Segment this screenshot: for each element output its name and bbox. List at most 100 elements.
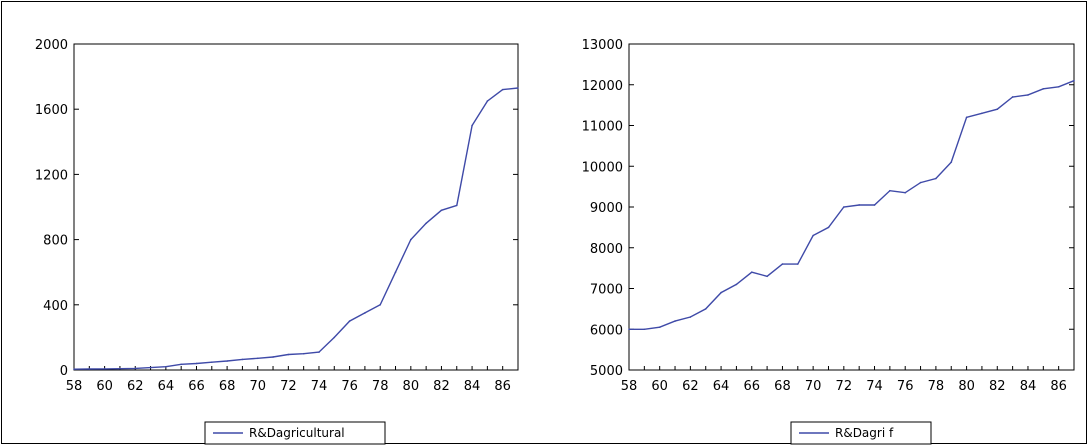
chart-1-y-tick-label: 2000 <box>35 38 68 53</box>
chart-2-data-point <box>781 263 784 265</box>
chart-2-data-point <box>843 206 845 208</box>
chart-1-series-line <box>73 87 519 370</box>
chart-1-plot-area <box>73 43 519 371</box>
chart-2-data-point <box>1011 96 1014 98</box>
chart-1-x-tick-label: 80 <box>403 379 420 394</box>
chart-2-data-point <box>1073 79 1075 82</box>
chart-2-x-tick-label: 64 <box>713 379 730 394</box>
chart-2-data-point <box>643 328 646 331</box>
chart-1-data-point <box>149 366 152 369</box>
chart-2-x-tick-label: 76 <box>897 379 914 394</box>
chart-1-x-tick-label: 68 <box>219 379 236 394</box>
chart-1-data-point <box>440 209 443 212</box>
chart-2-x-tick-label: 72 <box>836 379 853 394</box>
chart-2-y-tick-label: 10000 <box>582 160 623 175</box>
chart-2-x-tick-label: 58 <box>621 379 638 394</box>
chart-2-series-line <box>629 80 1075 330</box>
chart-1-x-tick-label: 60 <box>96 379 113 394</box>
chart-1-data-point <box>410 238 412 241</box>
chart-2-x-tick-label: 62 <box>682 379 699 394</box>
chart-1-data-point <box>425 222 427 225</box>
chart-2-data-point <box>812 234 814 237</box>
chart-2-x-tick-label: 60 <box>651 379 668 394</box>
chart-1-data-point <box>486 100 489 102</box>
chart-2-data-point <box>750 271 753 274</box>
chart-2-legend-label: R&Dagri f <box>835 426 894 440</box>
chart-2-data-point <box>796 263 799 265</box>
chart-1-x-tick-label: 72 <box>280 379 297 394</box>
chart-1-data-point <box>210 361 213 363</box>
chart-1-x-tick-label: 78 <box>372 379 389 394</box>
chart-1-x-tick-label: 58 <box>66 379 83 394</box>
chart-1-data-point <box>471 124 473 127</box>
chart-2-y-tick-label: 8000 <box>590 242 623 257</box>
chart-2-data-point <box>735 283 738 286</box>
chart-2-y-tick-label: 13000 <box>582 38 623 53</box>
chart-1-data-point <box>180 363 182 366</box>
chart-2-data-point <box>858 204 860 206</box>
chart-2-data-point <box>658 326 661 329</box>
chart-2-data-point <box>889 189 891 192</box>
chart-2-x-tick-label: 78 <box>928 379 945 394</box>
chart-2-x-tick-label: 82 <box>989 379 1006 394</box>
chart-1-data-point <box>501 88 504 91</box>
chart-1-x-tick-label: 82 <box>433 379 450 394</box>
chart-2-data-point <box>919 181 922 184</box>
chart-1-x-tick-label: 70 <box>249 379 266 394</box>
chart-2-y-tick-label: 5000 <box>590 364 623 379</box>
chart-1-data-point <box>379 304 382 306</box>
chart-1-data-point <box>195 362 198 365</box>
chart-2-x-tick-label: 70 <box>805 379 822 394</box>
chart-2-y-tick-label: 6000 <box>590 323 623 338</box>
chart-2-x-tick-label: 68 <box>774 379 791 394</box>
chart-2-x-tick-label: 74 <box>866 379 883 394</box>
chart-1-y-tick-label: 0 <box>60 364 68 379</box>
chart-2-data-point <box>873 204 876 206</box>
chart-2-data-point <box>704 308 707 310</box>
chart-2-data-point <box>981 112 983 115</box>
chart-2-y-tick-label: 11000 <box>582 120 623 135</box>
chart-2-plot-area <box>628 43 1075 371</box>
chart-1-x-tick-label: 62 <box>127 379 144 394</box>
chart-1-legend-box <box>204 421 386 445</box>
chart-1-data-point <box>302 352 305 355</box>
chart-1-x-tick-label: 86 <box>494 379 511 394</box>
chart-2-data-point <box>1057 85 1060 88</box>
chart-2-x-tick-label: 80 <box>958 379 975 394</box>
chart-1-data-point <box>88 368 91 370</box>
chart-2-data-point <box>674 320 676 322</box>
chart-2-data-point <box>904 191 907 194</box>
chart-1-x-tick-label: 64 <box>158 379 175 394</box>
chart-1-data-point <box>119 367 121 370</box>
chart-1-data-point <box>73 368 75 370</box>
chart-2-x-tick-label: 66 <box>743 379 760 394</box>
chart-1-data-point <box>318 351 320 353</box>
chart-1-y-tick-label: 400 <box>43 299 68 314</box>
chart-1-data-point <box>165 365 167 368</box>
chart-1-data-point <box>333 336 336 339</box>
chart-1-y-tick-label: 800 <box>43 234 68 249</box>
chart-1-data-point <box>103 368 106 370</box>
chart-2-data-point <box>827 226 830 229</box>
chart-2-legend-box <box>790 421 932 445</box>
chart-1-y-tick-label: 1600 <box>35 103 68 118</box>
chart-2-data-point <box>689 316 692 318</box>
chart-1-x-tick-label: 74 <box>311 379 328 394</box>
chart-2-data-point <box>965 116 968 119</box>
chart-1-data-point <box>241 358 244 361</box>
chart-1-data-point <box>256 357 259 360</box>
chart-1-legend-label: R&Dagricultural <box>249 426 345 440</box>
chart-2-x-tick-label: 86 <box>1050 379 1067 394</box>
chart-2-data-point <box>1027 94 1029 96</box>
chart-1-data-point <box>455 204 458 207</box>
chart-2-x-tick-label: 84 <box>1020 379 1037 394</box>
chart-2-data-point <box>935 177 937 180</box>
chart-1-data-point <box>348 320 351 322</box>
chart-1-data-point <box>287 353 290 356</box>
chart-2-data-point <box>950 161 953 163</box>
chart-1-y-tick-label: 1200 <box>35 168 68 183</box>
chart-1-x-tick-label: 84 <box>464 379 481 394</box>
chart-1-data-point <box>134 367 137 370</box>
chart-1-data-point <box>272 356 274 358</box>
